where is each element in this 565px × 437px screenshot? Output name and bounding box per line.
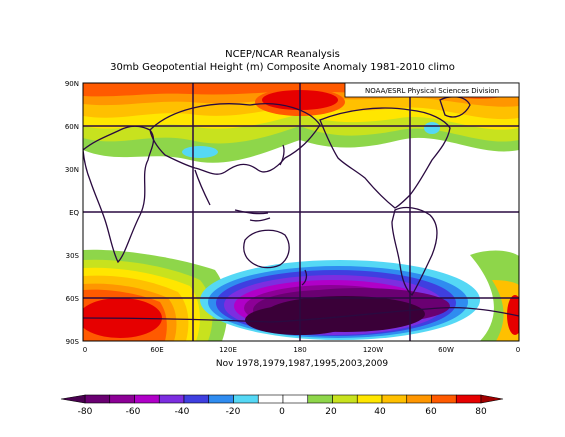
lon-label: 0 xyxy=(516,346,520,354)
colorbar-swatch xyxy=(208,394,234,404)
lon-label: 60W xyxy=(438,346,454,354)
colorbar-swatch xyxy=(158,394,185,404)
lat-label: 90N xyxy=(65,80,79,88)
colorbar-swatch xyxy=(406,394,432,404)
lon-label: 120E xyxy=(219,346,237,354)
colorbar-swatch xyxy=(109,394,135,404)
colorbar xyxy=(60,394,504,404)
lat-label: 60S xyxy=(66,295,80,303)
colorbar-label: -60 xyxy=(126,407,141,417)
lat-label: 30N xyxy=(65,166,79,174)
coastlines xyxy=(83,96,519,323)
lon-label: 180 xyxy=(293,346,306,354)
map-grid xyxy=(83,83,519,341)
credit-text: NOAA/ESRL Physical Sciences Division xyxy=(365,87,499,95)
figure-subtitle: 30mb Geopotential Height (m) Composite A… xyxy=(110,62,455,73)
colorbar-swatch xyxy=(233,394,259,404)
colorbar-max-arrow xyxy=(480,394,504,404)
lon-label: 0 xyxy=(83,346,87,354)
colorbar-label: 0 xyxy=(279,407,285,417)
colorbar-labels: -80 -60 -40 -20 0 20 40 60 80 xyxy=(78,407,487,417)
lat-label: 60N xyxy=(65,123,79,131)
colorbar-swatch xyxy=(84,394,111,404)
colorbar-label: 40 xyxy=(374,407,386,417)
colorbar-label: 80 xyxy=(475,407,487,417)
colorbar-label: -80 xyxy=(78,407,93,417)
lat-label: 90S xyxy=(66,338,80,346)
colorbar-swatch xyxy=(134,394,160,404)
lon-label: 120W xyxy=(363,346,383,354)
colorbar-swatch xyxy=(307,394,333,404)
map-frame xyxy=(82,82,520,342)
colorbar-swatch xyxy=(381,394,408,404)
colorbar-label: 20 xyxy=(325,407,337,417)
colorbar-swatch xyxy=(356,394,383,404)
longitude-labels: 0 60E 120E 180 120W 60W 0 xyxy=(83,346,520,354)
colorbar-min-arrow xyxy=(60,394,86,404)
colorbar-label: -20 xyxy=(226,407,241,417)
colorbar-swatch xyxy=(455,394,482,404)
figure-title: NCEP/NCAR Reanalysis xyxy=(225,49,340,60)
colorbar-swatch xyxy=(282,394,309,404)
colorbar-swatch xyxy=(431,394,457,404)
lat-label: EQ xyxy=(69,209,79,217)
lat-label: 30S xyxy=(66,252,80,260)
lon-label: 60E xyxy=(150,346,163,354)
colorbar-swatch xyxy=(257,394,284,404)
colorbar-label: 60 xyxy=(425,407,437,417)
composite-years-label: Nov 1978,1979,1987,1995,2003,2009 xyxy=(216,359,388,369)
colorbar-swatch xyxy=(332,394,358,404)
colorbar-label: -40 xyxy=(175,407,190,417)
colorbar-swatch xyxy=(183,394,210,404)
credit-box xyxy=(344,82,520,98)
latitude-labels: 90N 60N 30N EQ 30S 60S 90S xyxy=(65,80,80,346)
